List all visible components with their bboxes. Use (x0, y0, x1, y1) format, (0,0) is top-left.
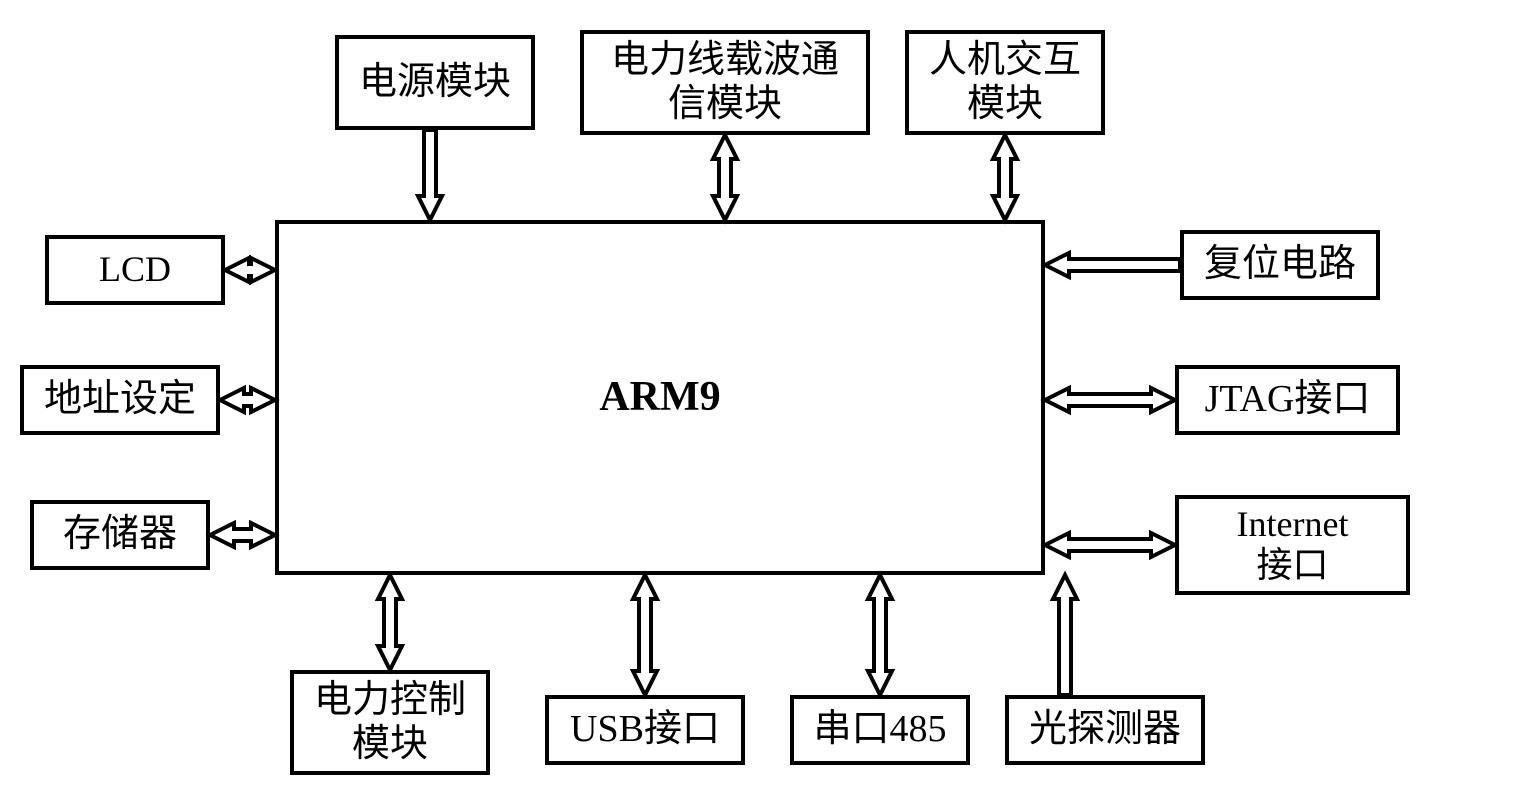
block-label: 电力线载波通 信模块 (611, 39, 839, 126)
block-label: 电力控制 模块 (314, 679, 466, 766)
block-lcd: LCD (45, 235, 225, 305)
block-label: 光探测器 (1029, 708, 1181, 752)
block-jtag-interface: JTAG接口 (1175, 365, 1400, 435)
block-power-control-module: 电力控制 模块 (290, 670, 490, 775)
block-usb-interface: USB接口 (545, 695, 745, 765)
block-label: 存储器 (63, 513, 177, 557)
block-memory: 存储器 (30, 500, 210, 570)
central-block-arm9: ARM9 (275, 220, 1045, 575)
block-label: USB接口 (570, 708, 720, 752)
block-plc-comm-module: 电力线载波通 信模块 (580, 30, 870, 135)
block-power-module: 电源模块 (335, 35, 535, 130)
block-label: 串口485 (813, 708, 946, 752)
block-label: LCD (99, 249, 171, 290)
block-label: 人机交互 模块 (929, 39, 1081, 126)
block-label: 地址设定 (44, 378, 196, 422)
block-rs485-serial: 串口485 (790, 695, 970, 765)
block-internet-interface: Internet 接口 (1175, 495, 1410, 595)
block-label: 复位电路 (1204, 243, 1356, 287)
central-block-label: ARM9 (599, 373, 720, 421)
block-label: Internet 接口 (1237, 504, 1349, 587)
block-label: 电源模块 (359, 61, 511, 105)
block-reset-circuit: 复位电路 (1180, 230, 1380, 300)
block-photodetector: 光探测器 (1005, 695, 1205, 765)
diagram-stage: ARM9 电源模块 电力线载波通 信模块 人机交互 模块 LCD 地址设定 存储… (0, 0, 1517, 806)
block-hmi-module: 人机交互 模块 (905, 30, 1105, 135)
block-label: JTAG接口 (1205, 378, 1371, 422)
block-address-setting: 地址设定 (20, 365, 220, 435)
